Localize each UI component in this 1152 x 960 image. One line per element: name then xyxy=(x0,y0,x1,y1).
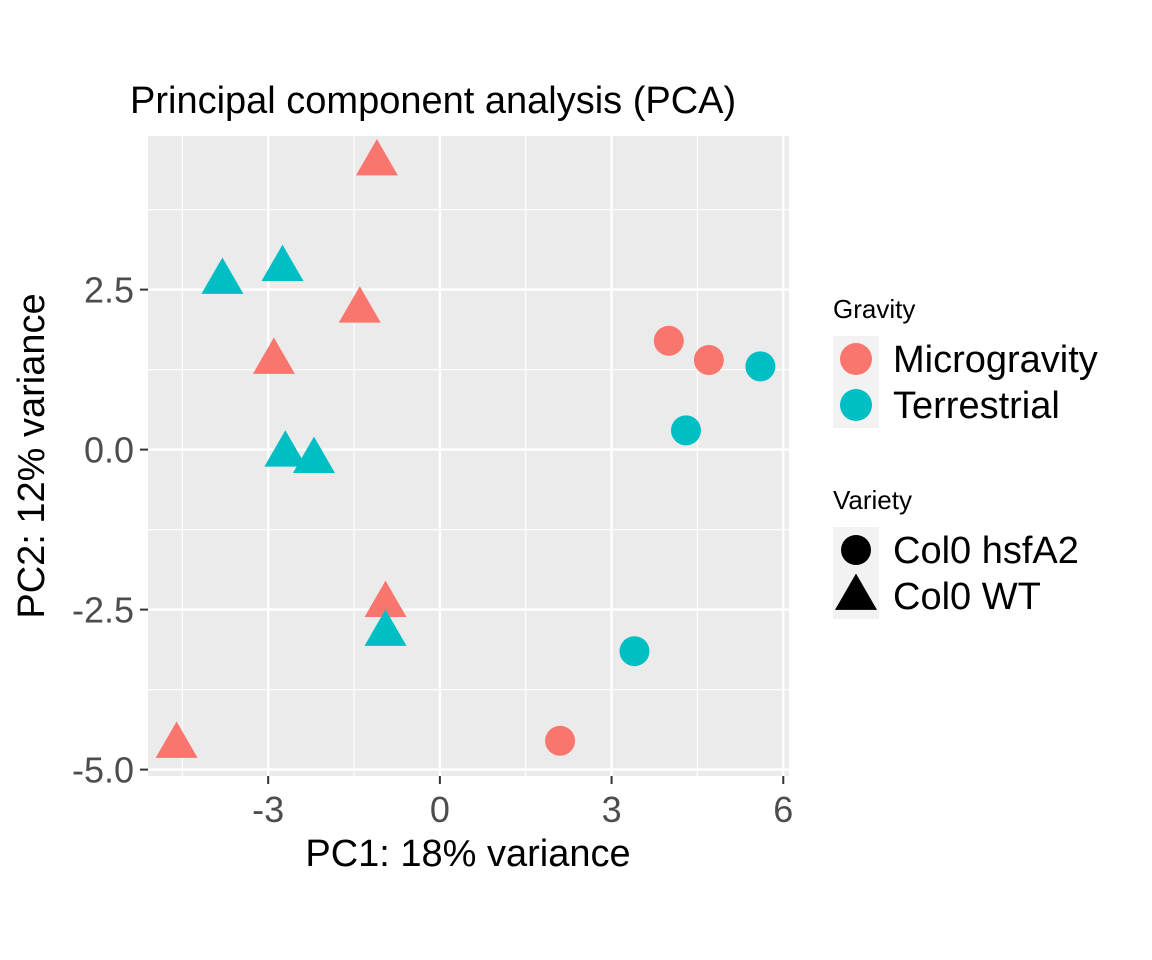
point-triangle xyxy=(264,430,307,467)
point-triangle xyxy=(338,286,381,323)
x-tick-label: 6 xyxy=(773,789,793,830)
point-triangle xyxy=(252,337,295,374)
legend-label-variety: Col0 hsfA2 xyxy=(893,530,1079,572)
y-tick-label: 2.5 xyxy=(84,270,134,311)
x-tick-label: 3 xyxy=(602,789,622,830)
legend-key-terrestrial xyxy=(840,389,872,421)
point-triangle xyxy=(292,436,335,474)
point-circle xyxy=(693,345,724,375)
legend-label-terrestrial: Terrestrial xyxy=(893,385,1060,427)
x-axis-title: PC1: 18% variance xyxy=(305,833,630,875)
point-circle xyxy=(745,351,776,382)
y-axis-title: PC2: 12% variance xyxy=(11,293,53,618)
legend-key-triangle xyxy=(835,573,877,610)
legend-label-variety: Col0 WT xyxy=(893,576,1041,618)
point-triangle xyxy=(201,257,244,294)
legend-title-gravity: Gravity xyxy=(833,294,915,324)
point-circle xyxy=(545,725,576,756)
grid-lines xyxy=(148,136,789,776)
chart-title: Principal component analysis (PCA) xyxy=(130,80,736,122)
y-tick-label: -5.0 xyxy=(72,750,134,791)
axes: -3 0 3 6 -5.0 -2.5 0.0 2.5 xyxy=(72,270,793,830)
point-triangle xyxy=(364,609,407,646)
point-triangle xyxy=(355,139,398,176)
point-triangle xyxy=(364,580,407,618)
point-circle xyxy=(670,415,701,446)
plot-panel xyxy=(148,136,789,776)
point-triangle xyxy=(155,721,198,758)
legend-key-circle xyxy=(841,535,871,565)
point-triangle xyxy=(261,244,304,282)
legend-key-microgravity xyxy=(840,343,872,375)
x-tick-label: -3 xyxy=(252,789,284,830)
legend-label-microgravity: Microgravity xyxy=(893,339,1098,381)
y-tick-label: -2.5 xyxy=(72,590,134,631)
x-tick-label: 0 xyxy=(430,789,450,830)
point-circle xyxy=(653,325,684,356)
legend-title-variety: Variety xyxy=(833,485,912,515)
data-points xyxy=(155,139,776,758)
point-circle xyxy=(619,636,650,667)
y-tick-label: 0.0 xyxy=(84,430,134,471)
